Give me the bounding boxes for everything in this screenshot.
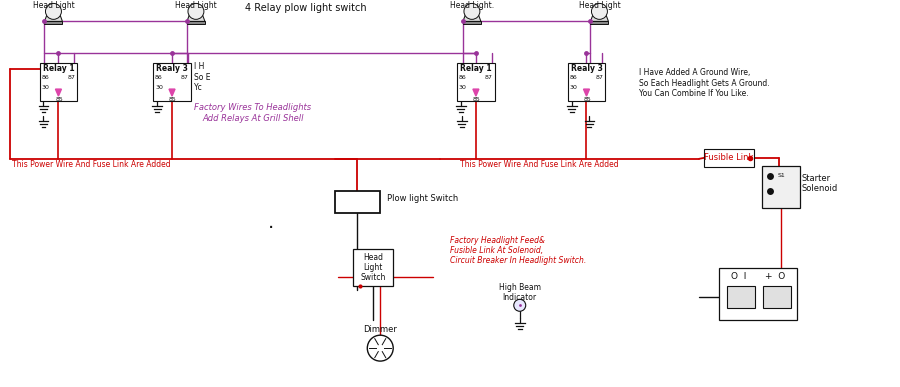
- Text: Relay 1: Relay 1: [42, 64, 75, 73]
- Bar: [44, 21, 62, 24]
- Polygon shape: [56, 89, 61, 96]
- Text: Factory Wires To Headlights
Add Relays At Grill Shell: Factory Wires To Headlights Add Relays A…: [194, 103, 311, 123]
- Text: I H
So E
Yc: I H So E Yc: [194, 62, 211, 92]
- Polygon shape: [590, 14, 608, 21]
- Bar: [568, 63, 606, 101]
- Text: This Power Wire And Fuse Link Are Added: This Power Wire And Fuse Link Are Added: [12, 160, 170, 170]
- Bar: [187, 21, 205, 24]
- Text: 30: 30: [570, 85, 578, 90]
- Polygon shape: [169, 89, 175, 96]
- Text: Head
Light
Switch: Head Light Switch: [361, 253, 386, 283]
- Text: 30: 30: [155, 85, 163, 90]
- Text: Head Light: Head Light: [579, 1, 620, 10]
- Bar: [719, 269, 796, 320]
- Text: Factory Headlight Feed&
Fusible Link At Solenoid,
Circuit Breaker In Headlight S: Factory Headlight Feed& Fusible Link At …: [450, 236, 586, 265]
- Text: O  I: O I: [731, 272, 746, 281]
- Text: S1: S1: [778, 173, 786, 178]
- Text: 86: 86: [570, 75, 577, 80]
- Text: Fusible Link: Fusible Link: [705, 153, 753, 162]
- Bar: [704, 149, 754, 167]
- Text: Head Light.: Head Light.: [450, 1, 494, 10]
- Bar: [457, 63, 495, 101]
- Bar: [727, 286, 755, 308]
- Text: Starter
Solenoid: Starter Solenoid: [802, 174, 838, 194]
- Circle shape: [188, 3, 204, 19]
- Text: 85: 85: [472, 97, 481, 101]
- Text: 87: 87: [68, 75, 76, 80]
- Polygon shape: [583, 89, 590, 96]
- Text: 87: 87: [485, 75, 492, 80]
- Bar: [763, 286, 791, 308]
- Text: 85: 85: [583, 97, 591, 101]
- Circle shape: [367, 335, 393, 361]
- Text: 30: 30: [41, 85, 50, 90]
- Text: 87: 87: [596, 75, 603, 80]
- Text: This Power Wire And Fuse Link Are Added: This Power Wire And Fuse Link Are Added: [460, 160, 618, 170]
- Text: High Beam
Indicator: High Beam Indicator: [499, 283, 541, 302]
- Text: Head Light: Head Light: [32, 1, 75, 10]
- Text: 86: 86: [155, 75, 163, 80]
- Text: Relay 1: Relay 1: [460, 64, 491, 73]
- Bar: [463, 21, 481, 24]
- Polygon shape: [187, 14, 205, 21]
- Bar: [590, 21, 608, 24]
- Text: 30: 30: [459, 85, 467, 90]
- Bar: [153, 63, 191, 101]
- Bar: [40, 63, 77, 101]
- Text: 85: 85: [169, 97, 176, 101]
- Circle shape: [46, 3, 61, 19]
- Text: +  O: + O: [765, 272, 785, 281]
- Text: 4 Relay plow light switch: 4 Relay plow light switch: [245, 3, 366, 14]
- Text: 85: 85: [56, 97, 63, 101]
- Circle shape: [591, 3, 608, 19]
- Text: 86: 86: [41, 75, 50, 80]
- Bar: [354, 248, 393, 286]
- Polygon shape: [463, 14, 481, 21]
- Text: Head Light: Head Light: [176, 1, 217, 10]
- Text: Dimmer: Dimmer: [364, 325, 397, 334]
- Circle shape: [514, 299, 526, 311]
- Text: Realy 3: Realy 3: [156, 64, 188, 73]
- Bar: [762, 166, 800, 208]
- Circle shape: [464, 3, 480, 19]
- Text: Realy 3: Realy 3: [571, 64, 602, 73]
- Bar: [336, 191, 381, 212]
- Text: .: .: [267, 213, 274, 232]
- Text: Plow light Switch: Plow light Switch: [387, 194, 458, 203]
- Text: 87: 87: [181, 75, 189, 80]
- Text: I Have Added A Ground Wire,
So Each Headlight Gets A Ground.
You Can Combine If : I Have Added A Ground Wire, So Each Head…: [639, 68, 770, 98]
- Polygon shape: [44, 14, 62, 21]
- Polygon shape: [472, 89, 479, 96]
- Text: 86: 86: [459, 75, 467, 80]
